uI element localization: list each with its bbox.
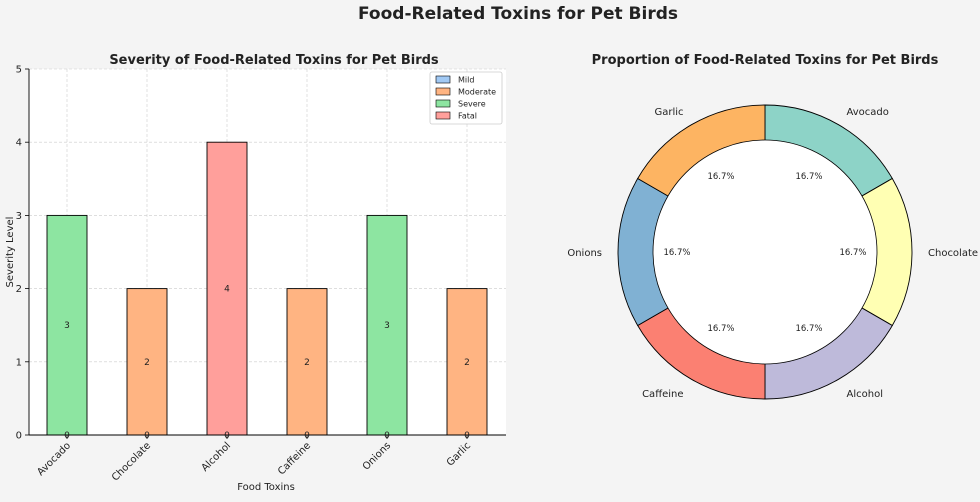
bar-onions [366,214,408,436]
y-tick-label: 4 [16,138,22,149]
bar-chart: 302040203020 0 1 2 3 4 5 Avocado Chocolate Alcoh… [5,53,506,493]
x-tick-label: Alcohol [200,440,234,474]
donut-hole [652,139,878,365]
y-tick-label: 2 [16,284,22,295]
bar-value-label: 2 [144,358,150,368]
legend-swatch-mild [435,75,451,84]
legend-swatch-severe [435,99,451,108]
legend-label-moderate: Moderate [458,88,496,97]
legend-label-severe: Severe [458,100,486,109]
slice-label-avocado: Avocado [847,107,889,118]
x-tick-label: Caffeine [276,440,313,477]
bar-avocado [46,214,88,436]
y-axis-label: Severity Level [5,217,16,288]
donut-chart: Proportion of Food-Related Toxins for Pe… [567,53,978,400]
bar-series: 302040203020 [46,141,488,441]
bar-value-label: 2 [464,358,470,368]
slice-label-garlic: Garlic [654,107,683,118]
donut-labels: Avocado 16.7% Chocolate 16.7% Alcohol 16.7% Ca… [567,107,978,400]
y-tick-label: 5 [16,65,22,76]
legend-swatch-fatal [435,111,451,120]
donut-chart-title: Proportion of Food-Related Toxins for Pe… [592,53,939,68]
bar-alcohol [206,141,248,436]
bar-plot-area [29,69,506,435]
slice-label-chocolate: Chocolate [928,248,978,259]
bar-chart-title: Severity of Food-Related Toxins for Pet … [109,53,439,68]
slice-percent-label: 16.7% [795,172,822,182]
legend-label-mild: Mild [458,76,474,85]
slice-percent-label: 16.7% [795,324,822,334]
legend-swatch-moderate [435,87,451,96]
x-tick-label: Garlic [445,440,473,468]
slice-label-caffeine: Caffeine [642,389,683,400]
x-tick-label: Chocolate [110,440,153,483]
y-tick-label: 3 [16,211,22,222]
slice-percent-label: 16.7% [663,248,690,258]
bar-value-label: 2 [304,358,310,368]
slice-percent-label: 16.7% [707,172,734,182]
slice-percent-label: 16.7% [839,248,866,258]
figure-title: Food-Related Toxins for Pet Birds [358,4,678,24]
slice-label-alcohol: Alcohol [847,389,883,400]
legend-label-fatal: Fatal [458,112,477,121]
x-tick-label: Onions [361,440,393,472]
x-axis-label: Food Toxins [237,482,295,493]
legend-frame [429,71,503,125]
x-tick-label: Avocado [35,440,73,478]
bar-value-label: 3 [64,321,70,331]
bar-value-label: 3 [384,321,390,331]
bar-legend: Mild Moderate Severe Fatal [429,71,503,125]
bar-value-label: 4 [224,285,230,295]
slice-percent-label: 16.7% [707,324,734,334]
y-tick-label: 1 [16,357,22,368]
bar-garlic [446,288,488,436]
slice-label-onions: Onions [567,248,602,259]
y-tick-label: 0 [16,431,22,442]
